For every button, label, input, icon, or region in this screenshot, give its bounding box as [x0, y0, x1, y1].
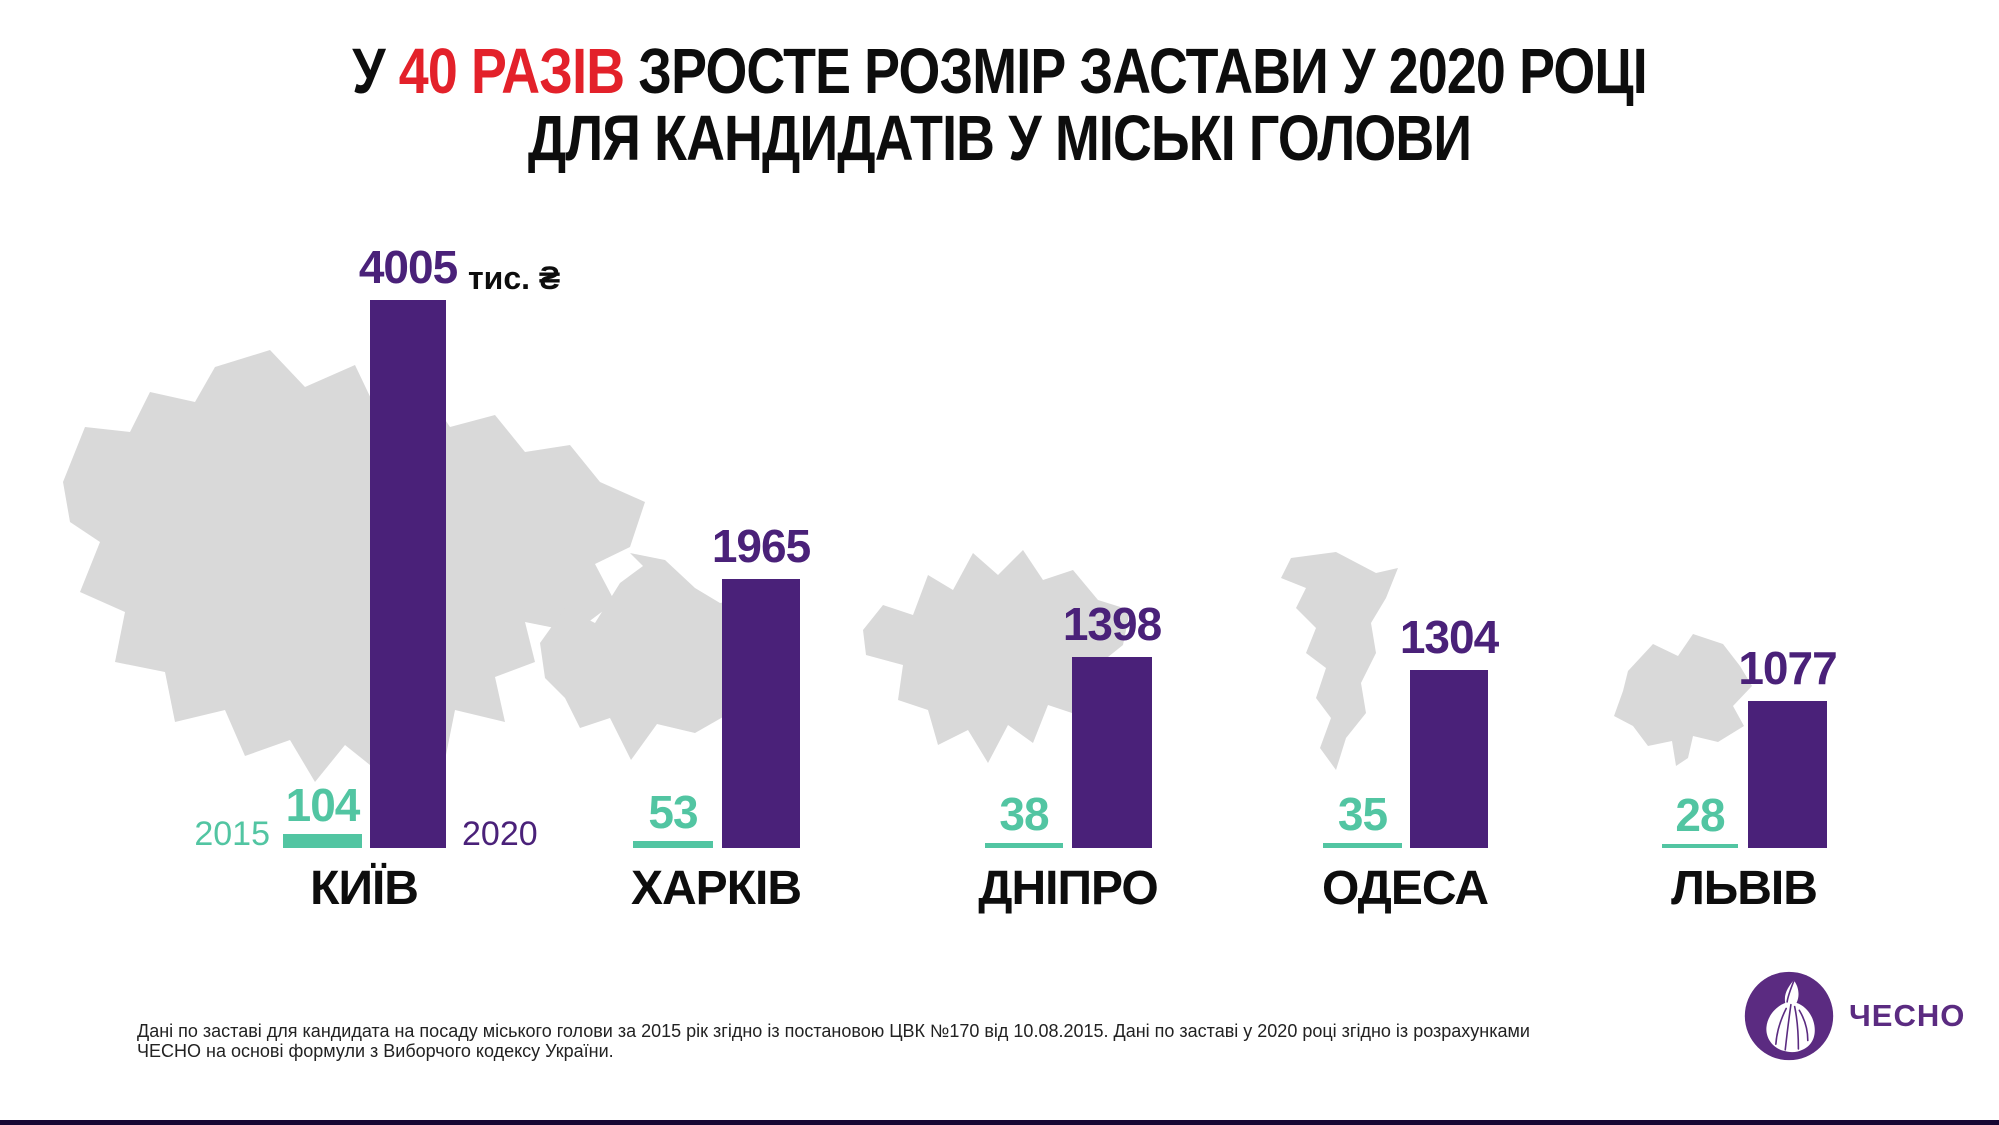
title-prefix: У [352, 35, 399, 107]
bar-value-2020-dnipro: 1398 [1062, 598, 1162, 650]
source-note: Дані по заставі для кандидата на посаду … [137, 1021, 1657, 1061]
bar-2015-dnipro [985, 843, 1063, 848]
bar-2020-odesa [1410, 670, 1488, 848]
city-label-lviv: ЛЬВІВ [1671, 862, 1818, 915]
bar-group-lviv-2015: 28 [1662, 792, 1738, 848]
map-silhouette-kharkiv [540, 553, 761, 760]
bar-group-dnipro-2020: 1398 [1063, 601, 1162, 848]
bar-value-2015-odesa: 35 [1337, 788, 1388, 840]
bar-2020-dnipro [1072, 657, 1152, 848]
bar-value-2015-lviv: 28 [1675, 789, 1725, 841]
bar-2020-lviv [1748, 701, 1827, 848]
legend-year-2020: 2020 [462, 815, 538, 853]
bar-group-kharkiv-2015: 53 [633, 789, 713, 848]
bar-group-dnipro-2015: 38 [985, 791, 1063, 848]
bar-value-2020-kyiv: 4005 [358, 241, 458, 293]
title-line-1: У 40 РАЗІВ ЗРОСТЕ РОЗМІР ЗАСТАВИ У 2020 … [160, 38, 1839, 105]
map-silhouette-lviv [1614, 634, 1752, 766]
city-label-kyiv: КИЇВ [310, 862, 419, 915]
city-label-odesa: ОДЕСА [1321, 862, 1489, 915]
map-silhouette-odesa [1281, 552, 1398, 770]
bar-value-2015-kharkiv: 53 [648, 786, 698, 838]
garlic-icon [1744, 971, 1834, 1061]
bar-group-kyiv-2020: 4005 [359, 244, 458, 848]
city-label-kharkiv: ХАРКІВ [631, 862, 802, 915]
bar-2015-kyiv [283, 834, 362, 848]
chesno-logo: ЧЕСНО [1742, 969, 1965, 1063]
bar-group-odesa-2015: 35 [1323, 791, 1402, 848]
chesno-logo-text: ЧЕСНО [1849, 998, 1966, 1033]
legend-year-2015: 2015 [194, 815, 270, 853]
bar-group-kyiv-2015: 104 [283, 782, 362, 848]
source-note-line-1: Дані по заставі для кандидата на посаду … [137, 1021, 1530, 1041]
unit-label: тис. ₴ [468, 260, 561, 296]
bar-value-2015-kyiv: 104 [285, 779, 361, 831]
bar-2020-kharkiv [722, 579, 800, 848]
bottom-accent-strip [0, 1120, 1999, 1125]
source-note-line-2: ЧЕСНО на основі формули з Виборчого коде… [137, 1041, 614, 1061]
map-silhouette-dnipro [863, 550, 1130, 763]
bar-2015-lviv [1662, 844, 1738, 848]
bar-value-2020-lviv: 1077 [1738, 642, 1837, 694]
bar-group-odesa-2020: 1304 [1400, 614, 1499, 848]
city-label-dnipro: ДНІПРО [978, 862, 1158, 915]
bar-value-2020-odesa: 1304 [1399, 611, 1499, 663]
title-suffix: ЗРОСТЕ РОЗМІР ЗАСТАВИ У 2020 РОЦІ [624, 35, 1647, 107]
title-line-2: ДЛЯ КАНДИДАТІВ У МІСЬКІ ГОЛОВИ [527, 102, 1472, 174]
title-highlight: 40 РАЗІВ [398, 35, 625, 107]
map-silhouette-kyiv [63, 350, 645, 782]
bar-2015-kharkiv [633, 841, 713, 848]
page-title: У 40 РАЗІВ ЗРОСТЕ РОЗМІР ЗАСТАВИ У 2020 … [0, 38, 1999, 172]
bar-value-2020-kharkiv: 1965 [711, 520, 811, 572]
bar-value-2015-dnipro: 38 [999, 788, 1049, 840]
bar-group-lviv-2020: 1077 [1738, 645, 1838, 848]
bar-2015-odesa [1323, 843, 1402, 848]
bar-group-kharkiv-2020: 1965 [712, 523, 811, 848]
bar-2020-kyiv [370, 300, 446, 848]
